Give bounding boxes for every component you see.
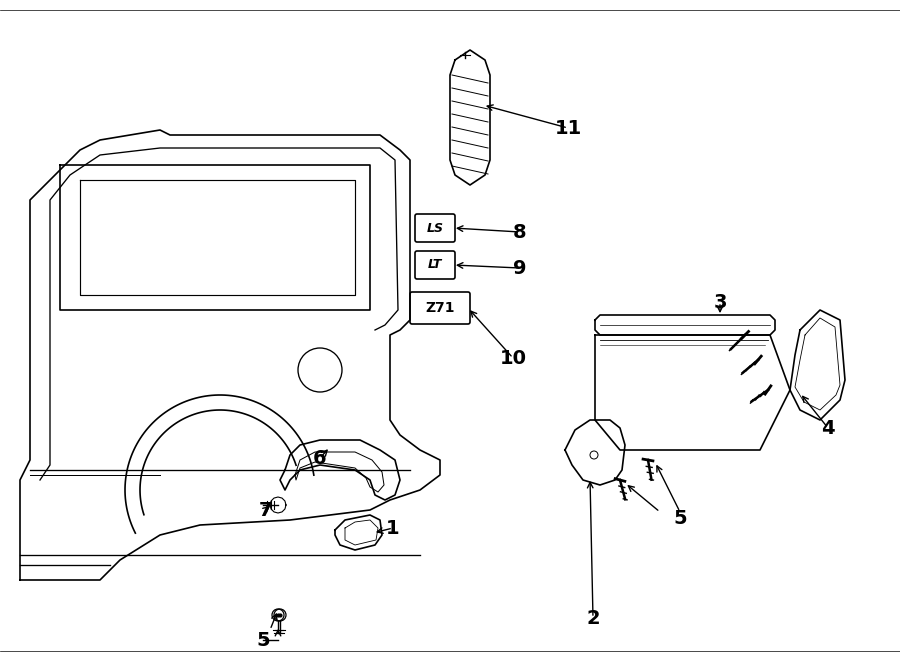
Text: LT: LT — [428, 258, 442, 272]
Text: 8: 8 — [513, 223, 526, 241]
Text: 5: 5 — [256, 631, 270, 650]
Text: 4: 4 — [821, 418, 835, 438]
Text: 7: 7 — [258, 500, 272, 520]
FancyBboxPatch shape — [415, 251, 455, 279]
Text: 5: 5 — [673, 508, 687, 527]
Text: 3: 3 — [713, 293, 727, 311]
Text: 11: 11 — [554, 118, 581, 137]
FancyBboxPatch shape — [410, 292, 470, 324]
Text: 9: 9 — [513, 258, 526, 278]
FancyBboxPatch shape — [415, 214, 455, 242]
Text: Z71: Z71 — [425, 301, 454, 315]
Text: 1: 1 — [386, 518, 400, 537]
Text: 2: 2 — [586, 609, 599, 627]
Text: 10: 10 — [500, 348, 526, 368]
Text: LS: LS — [427, 221, 444, 235]
Text: 6: 6 — [313, 449, 327, 467]
